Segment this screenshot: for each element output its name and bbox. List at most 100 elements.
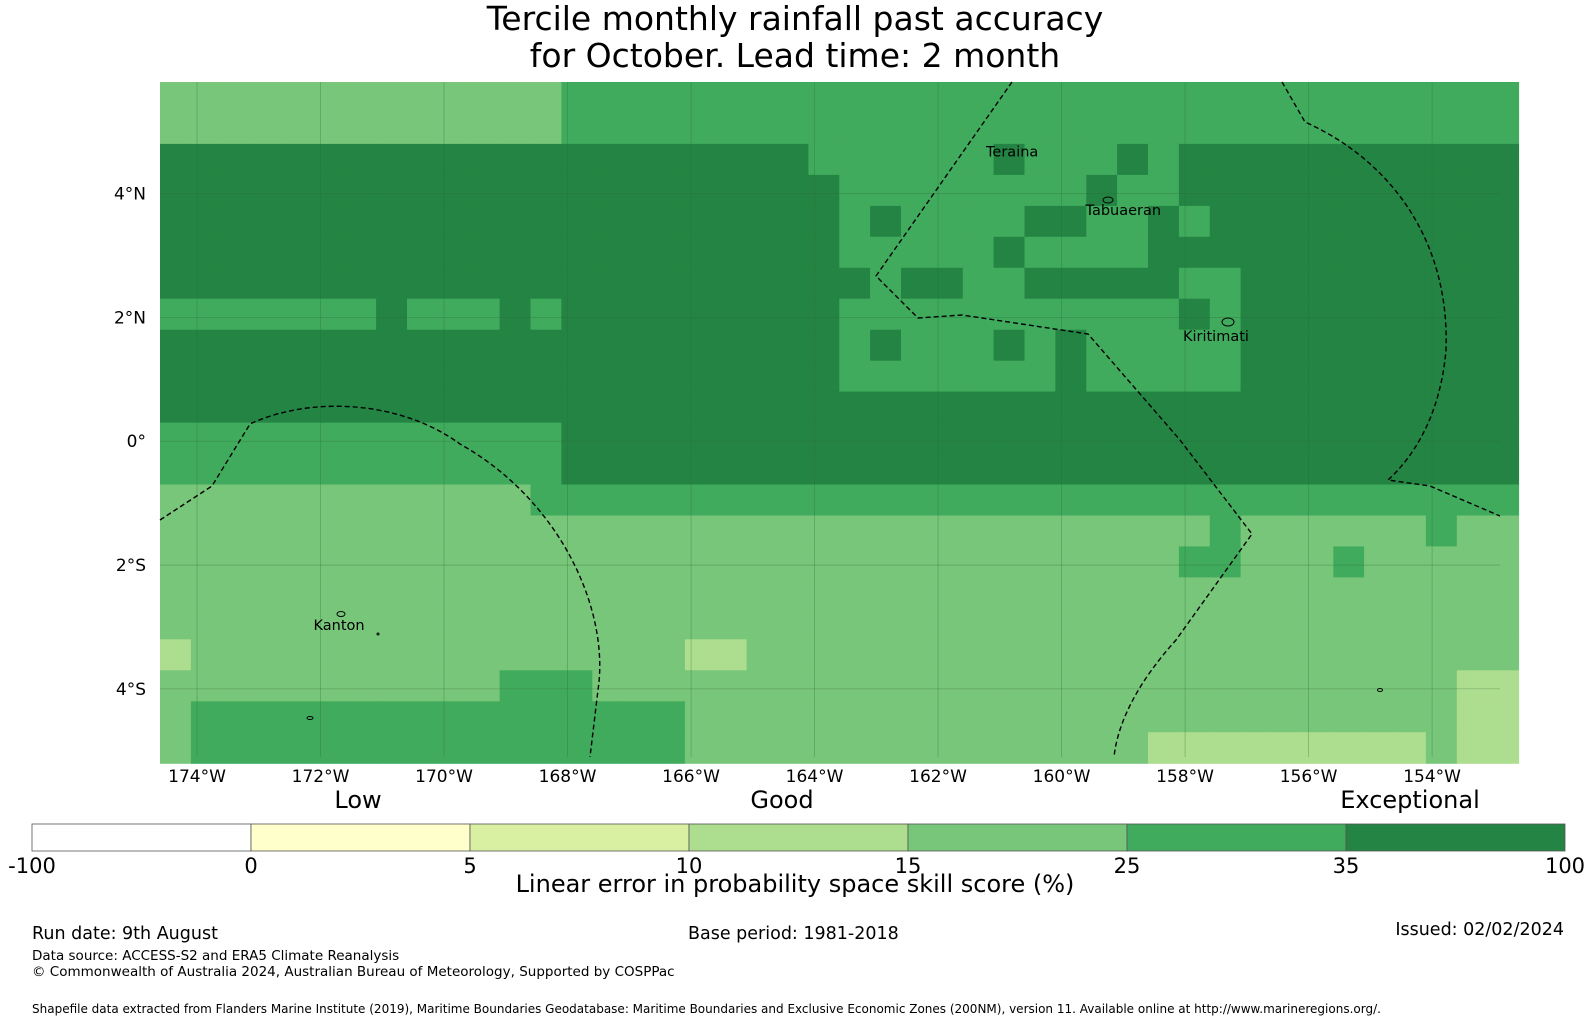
- skill-cell: [1148, 236, 1180, 269]
- skill-cell: [283, 670, 315, 702]
- skill-cell: [746, 236, 779, 269]
- skill-cell: [839, 82, 871, 114]
- skill-cell: [962, 391, 995, 424]
- skill-cell: [1271, 701, 1303, 733]
- skill-cell: [1271, 360, 1303, 393]
- colorbar-swatch: [907, 823, 1128, 852]
- skill-cell: [252, 143, 285, 176]
- skill-cell: [1395, 670, 1427, 702]
- skill-cell: [808, 113, 840, 145]
- skill-cell: [1024, 113, 1056, 145]
- longitude-ticks: 174°W 172°W 170°W 168°W 166°W 164°W 162°W 160°W…: [168, 767, 1461, 787]
- skill-cell: [962, 236, 995, 269]
- skill-cell: [283, 515, 315, 548]
- skill-cell: [962, 577, 995, 609]
- skill-cell: [931, 174, 964, 207]
- skill-cell: [715, 236, 748, 269]
- skill-cell: [530, 267, 562, 300]
- skill-cell: [654, 298, 686, 331]
- skill-cell: [376, 546, 408, 578]
- skill-cell: [499, 391, 532, 424]
- skill-cell: [839, 391, 871, 424]
- skill-cell: [1333, 391, 1365, 424]
- skill-cell: [1456, 546, 1489, 578]
- skill-cell: [870, 174, 902, 207]
- skill-cell: [1086, 236, 1118, 269]
- skill-cell: [1333, 82, 1365, 114]
- skill-cell: [962, 82, 995, 114]
- skill-cell: [1178, 701, 1211, 733]
- skill-cell: [1302, 422, 1334, 455]
- skill-cell: [870, 546, 902, 578]
- skill-cell: [1271, 515, 1303, 548]
- skill-cell: [1148, 422, 1180, 455]
- skill-cell: [437, 670, 470, 702]
- skill-cell: [1117, 577, 1149, 609]
- skill-cell: [314, 670, 346, 702]
- skill-cell: [746, 546, 779, 578]
- skill-cell: [715, 639, 748, 671]
- skill-cell: [530, 360, 562, 393]
- skill-cell: [592, 515, 624, 548]
- skill-cell: [1209, 82, 1242, 114]
- skill-cell: [1271, 608, 1303, 640]
- skill-cell: [993, 113, 1026, 145]
- skill-cell: [221, 236, 254, 269]
- skill-cell: [221, 515, 254, 548]
- skill-cell: [839, 453, 871, 486]
- skill-cell: [684, 422, 717, 455]
- latitude-tick-label: 4°N: [114, 184, 146, 204]
- skill-cell: [1364, 298, 1396, 331]
- skill-cell: [1240, 82, 1273, 114]
- skill-cell: [623, 546, 655, 578]
- skill-cell: [839, 422, 871, 455]
- skill-cell: [160, 298, 192, 331]
- skill-cell: [808, 577, 840, 609]
- skill-cell: [345, 422, 377, 455]
- skill-cell: [283, 329, 315, 362]
- skill-cell: [345, 113, 377, 145]
- skill-cell: [283, 732, 315, 764]
- skill-cell: [1086, 639, 1118, 671]
- skill-cell: [870, 360, 902, 393]
- skill-cell: [1333, 546, 1365, 578]
- skill-cell: [1240, 577, 1273, 609]
- skill-cell: [1271, 577, 1303, 609]
- skill-cell: [1178, 670, 1211, 702]
- skill-cell: [931, 329, 964, 362]
- skill-cell: [1271, 267, 1303, 300]
- skill-cell: [901, 298, 933, 331]
- skill-cell: [468, 422, 501, 455]
- skill-cell: [1364, 701, 1396, 733]
- skill-cell: [530, 329, 562, 362]
- skill-cell: [345, 267, 377, 300]
- skill-cell: [1425, 205, 1458, 238]
- skill-cell: [684, 453, 717, 486]
- skill-cell: [870, 329, 902, 362]
- skill-cell: [654, 205, 686, 238]
- skill-cell: [376, 670, 408, 702]
- skill-cell: [530, 143, 562, 176]
- skill-cell: [160, 360, 192, 393]
- skill-cell: [561, 732, 593, 764]
- skill-cell: [1395, 701, 1427, 733]
- skill-cell: [1117, 143, 1149, 176]
- skill-cell: [654, 577, 686, 609]
- latitude-tick-label: 4°S: [116, 680, 146, 700]
- eez-boundary-line: [1281, 81, 1501, 517]
- skill-cell: [901, 546, 933, 578]
- skill-cell: [221, 298, 254, 331]
- skill-cell: [1209, 329, 1242, 362]
- skill-cell: [870, 143, 902, 176]
- skill-cell: [190, 360, 223, 393]
- skill-cell: [160, 546, 192, 578]
- skill-cell: [1271, 329, 1303, 362]
- skill-cell: [376, 267, 408, 300]
- skill-cell: [1055, 453, 1087, 486]
- skill-cell: [407, 329, 439, 362]
- skill-cell: [746, 298, 779, 331]
- skill-cell: [746, 113, 779, 145]
- skill-cell: [839, 701, 871, 733]
- latitude-tick-label: 2°S: [116, 556, 146, 576]
- skill-cell: [777, 82, 809, 114]
